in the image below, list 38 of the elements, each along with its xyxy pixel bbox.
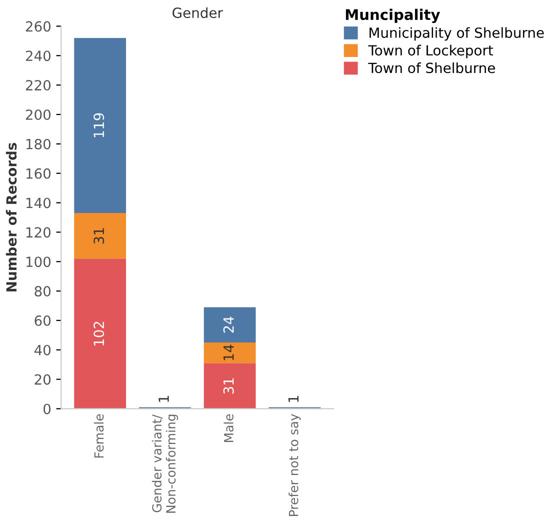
chart-title: Gender [172,7,223,18]
y-tick-label: 20 [34,374,51,385]
y-tick-label: 220 [26,80,51,91]
data-label: 1 [158,396,169,402]
data-label: 1 [288,396,299,402]
legend-label: Town of Lockeport [368,44,494,58]
y-tick-label: 120 [26,227,51,238]
y-tick-label: 100 [26,256,51,268]
bar [74,38,126,214]
bar [74,213,126,259]
y-tick-label: 160 [26,168,51,179]
y-tick-label: 40 [34,344,51,356]
x-tick-label: Prefer not to say [288,414,301,516]
legend-title: Muncipality [346,8,440,24]
y-axis-title: Number of Records [6,142,17,292]
y-tick-label: 60 [34,315,51,326]
x-tick-label: Female [94,414,104,458]
x-tick-label: Male [224,414,234,442]
y-tick-label: 260 [26,21,51,32]
data-label: 14 [224,344,234,360]
bar [204,342,256,364]
bar [204,307,256,343]
y-tick-label: 180 [26,138,51,150]
legend-label: Town of Shelburne [368,62,495,74]
bar [74,258,126,409]
data-label: 31 [223,378,234,394]
data-label: 119 [94,113,104,138]
bar [204,363,256,409]
data-label: 24 [223,316,234,333]
data-label: 102 [94,322,104,346]
y-tick-label: 140 [26,198,51,208]
legend-label: Municipality of Shelburne [370,27,544,41]
x-tick-label: Gender variant/ Non-conforming [152,414,178,513]
data-label: 31 [94,228,104,244]
y-tick-label: 80 [34,286,51,296]
y-tick-label: 0 [44,404,51,414]
y-tick-label: 200 [26,109,51,120]
y-tick-label: 240 [26,50,51,62]
